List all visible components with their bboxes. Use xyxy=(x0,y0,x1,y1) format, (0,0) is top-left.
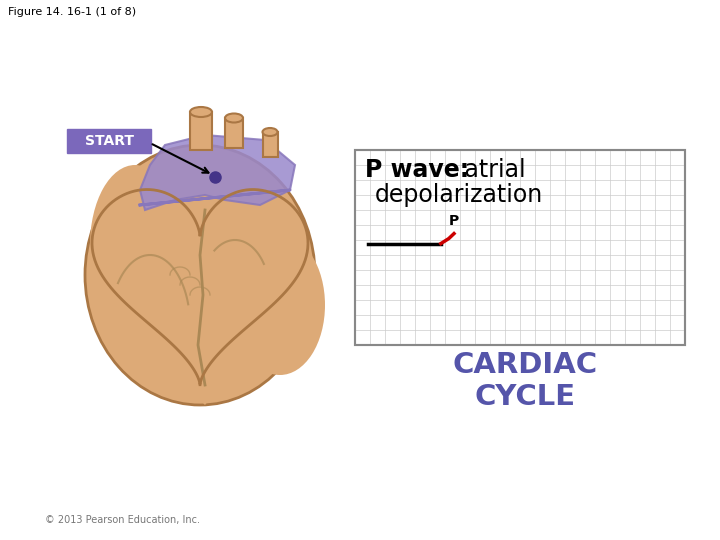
Bar xyxy=(355,150,685,345)
Text: P: P xyxy=(449,214,459,227)
Text: OF THE: OF THE xyxy=(466,319,585,347)
Ellipse shape xyxy=(85,145,315,405)
Text: atrial: atrial xyxy=(457,158,526,182)
Bar xyxy=(190,112,212,150)
FancyBboxPatch shape xyxy=(67,129,151,153)
Polygon shape xyxy=(165,365,235,405)
Text: P wave:: P wave: xyxy=(365,158,469,182)
Ellipse shape xyxy=(235,235,325,375)
Text: © 2013 Pearson Education, Inc.: © 2013 Pearson Education, Inc. xyxy=(45,515,200,525)
Text: EVENTS: EVENTS xyxy=(462,287,589,315)
Ellipse shape xyxy=(190,107,212,117)
Bar xyxy=(263,132,278,157)
Bar xyxy=(355,150,685,345)
Text: CYCLE: CYCLE xyxy=(474,383,575,411)
Ellipse shape xyxy=(225,113,243,123)
Polygon shape xyxy=(140,135,295,210)
Text: START: START xyxy=(84,134,133,148)
Ellipse shape xyxy=(90,165,180,325)
Text: Figure 14. 16-1 (1 of 8): Figure 14. 16-1 (1 of 8) xyxy=(8,7,136,17)
Ellipse shape xyxy=(263,128,277,136)
Text: ELECTRICAL: ELECTRICAL xyxy=(428,255,623,283)
Bar xyxy=(225,118,243,148)
Text: CARDIAC: CARDIAC xyxy=(452,351,598,379)
Text: depolarization: depolarization xyxy=(375,183,544,207)
